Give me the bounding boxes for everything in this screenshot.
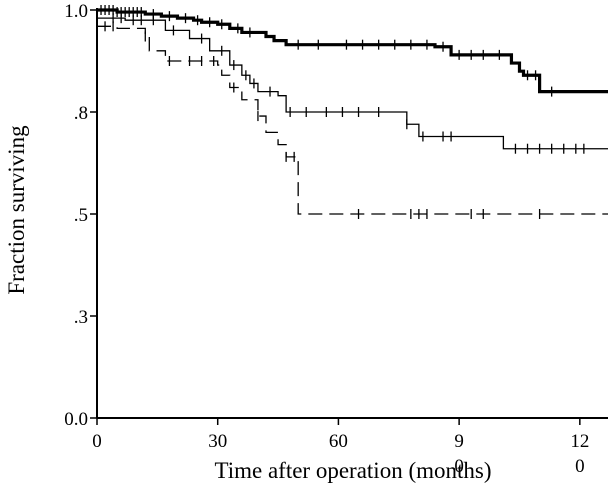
x-axis-label: Time after operation (months) [214, 458, 491, 483]
y-tick-label: .3 [74, 307, 88, 328]
survival-curve-2 [97, 17, 608, 150]
x-tick-label: 0 [92, 431, 102, 452]
y-tick-label: 0.0 [64, 409, 88, 430]
x-ticks: 0 30 60 9 0 12 0 [92, 418, 589, 477]
y-tick-label: .8 [74, 103, 88, 124]
y-tick-label: .5 [74, 205, 88, 226]
x-tick-label: 60 [329, 431, 348, 452]
x-tick-label: 12 0 [570, 431, 589, 477]
y-axis-label: Fraction surviving [4, 125, 29, 295]
axes [96, 8, 608, 419]
survival-curve-1 [97, 8, 608, 94]
y-ticks: 0.0 .3 .5 .8 1.0 [64, 1, 97, 430]
y-tick-label: 1.0 [64, 1, 88, 22]
x-tick-label: 30 [208, 431, 227, 452]
series-layer [97, 5, 608, 219]
survival-curve-3 [97, 25, 608, 215]
